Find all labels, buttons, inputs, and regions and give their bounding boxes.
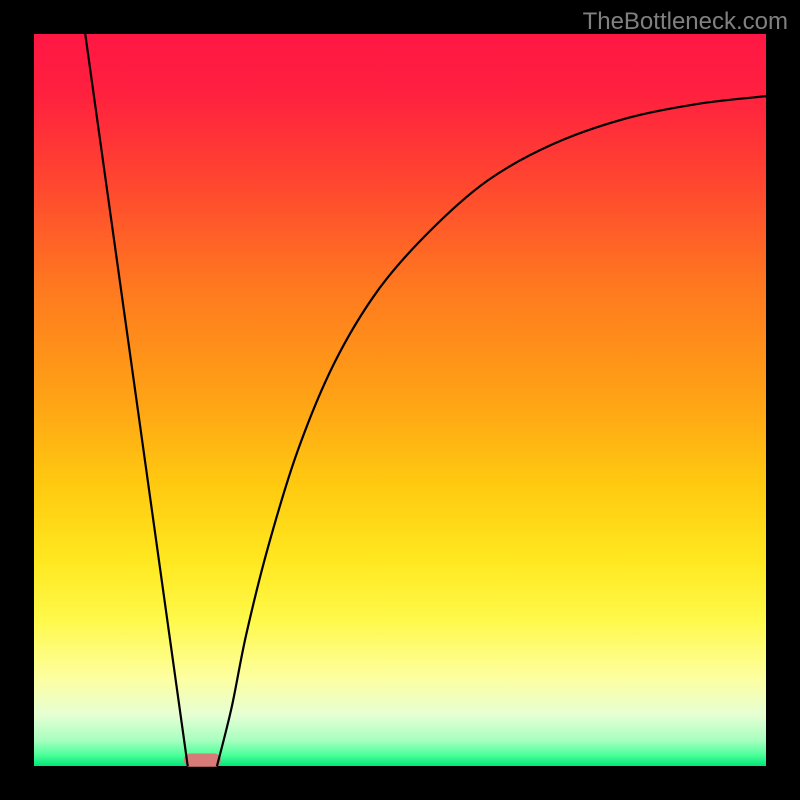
bottleneck-chart <box>0 0 800 800</box>
watermark-text: TheBottleneck.com <box>583 8 788 36</box>
chart-background-gradient <box>34 34 766 766</box>
optimal-point-marker <box>184 754 221 767</box>
